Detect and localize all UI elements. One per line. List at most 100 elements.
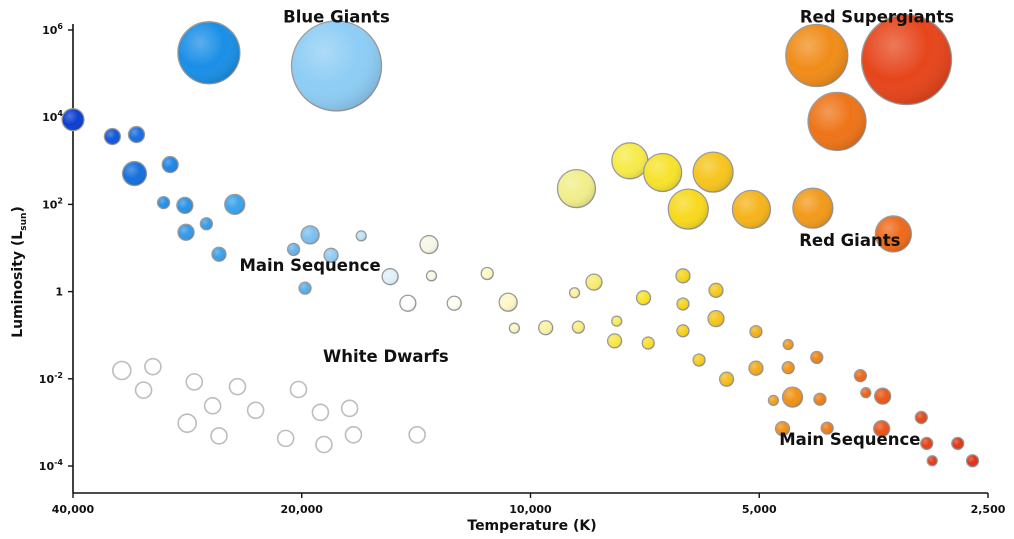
star-point-shading — [176, 197, 193, 214]
star-point-shading — [920, 437, 933, 450]
star-point-shading — [104, 128, 121, 145]
star-point-shading — [861, 14, 952, 105]
star-point-shading — [854, 369, 867, 382]
y-tick-label: 10-2 — [39, 371, 63, 386]
white-dwarf-point — [144, 357, 162, 376]
star-point-shading — [178, 224, 195, 241]
star-point-shading — [873, 420, 890, 437]
star-point-shading — [785, 24, 848, 87]
star-point-shading — [749, 325, 762, 338]
star-point-shading — [291, 20, 382, 111]
star-point-shading — [675, 268, 690, 283]
star-point-shading — [481, 267, 494, 280]
star-point-shading — [382, 268, 399, 285]
star-point-shading — [177, 21, 240, 84]
axes: 40,000 20,000 10,000 5,000 2,500 106 104 102 1 10… — [39, 22, 1006, 516]
series-main-sequence — [61, 107, 980, 468]
series-red-supergiants — [785, 13, 953, 152]
star-point-shading — [224, 194, 245, 215]
white-dwarf-point — [340, 399, 359, 418]
star-point-shading — [356, 230, 367, 241]
star-point-shading — [585, 274, 602, 291]
star-point-shading — [399, 295, 416, 312]
annotations: Blue Giants Red Supergiants Red Giants Main… — [239, 7, 954, 449]
x-tick-label: 5,000 — [742, 503, 777, 516]
star-point-shading — [676, 297, 689, 310]
star-point-shading — [211, 247, 226, 262]
star-point-shading — [719, 372, 734, 387]
star-point-shading — [426, 270, 437, 281]
white-dwarf-point — [177, 413, 197, 433]
x-tick-label: 2,500 — [971, 503, 1006, 516]
star-point-shading — [768, 395, 779, 406]
region-label: Main Sequence — [239, 256, 380, 275]
star-point-shading — [538, 320, 553, 335]
white-dwarf-point — [134, 381, 153, 399]
star-point-shading — [122, 161, 147, 186]
star-point-shading — [875, 215, 912, 252]
star-point-shading — [420, 235, 439, 254]
star-point-shading — [951, 437, 964, 450]
series-white-dwarfs — [112, 357, 426, 454]
y-tick-label: 10-4 — [39, 458, 64, 473]
region-label: Blue Giants — [283, 7, 390, 26]
star-point-shading — [611, 142, 648, 179]
white-dwarf-point — [289, 380, 308, 399]
star-point-shading — [915, 411, 928, 424]
star-point-shading — [157, 196, 170, 209]
star-point-shading — [709, 283, 724, 298]
star-point-shading — [748, 361, 763, 376]
x-tick-label: 20,000 — [281, 503, 324, 516]
star-point-shading — [668, 189, 709, 230]
star-point-shading — [636, 290, 651, 305]
star-point-shading — [572, 321, 585, 334]
region-label: Red Giants — [799, 231, 900, 250]
star-point-shading — [782, 361, 795, 374]
star-point-shading — [557, 169, 596, 208]
y-tick-label: 104 — [42, 109, 63, 124]
star-point-shading — [782, 387, 803, 408]
white-dwarf-point — [344, 425, 363, 444]
star-point-shading — [62, 108, 84, 131]
white-dwarf-point — [228, 377, 247, 396]
star-point-shading — [821, 422, 834, 435]
star-point-shading — [966, 454, 979, 467]
star-point-shading — [324, 248, 339, 263]
star-point-shading — [642, 337, 655, 350]
white-dwarf-point — [311, 403, 330, 422]
series-red-giants — [556, 142, 913, 253]
star-point-shading — [693, 353, 706, 366]
y-tick-label: 106 — [42, 22, 63, 37]
star-point-shading — [287, 243, 300, 256]
white-dwarf-point — [210, 427, 228, 445]
star-point-shading — [860, 387, 871, 398]
star-point-shading — [813, 393, 826, 406]
white-dwarf-point — [315, 435, 333, 454]
white-dwarf-point — [408, 425, 426, 444]
star-point-shading — [569, 287, 580, 298]
star-point-shading — [301, 225, 320, 244]
star-point-shading — [162, 156, 179, 173]
series-blue-giants — [177, 20, 383, 112]
region-label: Red Supergiants — [800, 7, 954, 26]
white-dwarf-point — [203, 397, 222, 415]
star-point-shading — [499, 293, 518, 312]
star-point-shading — [708, 310, 725, 327]
axis-titles: Temperature (K) Luminosity (Lsun) — [10, 206, 597, 534]
y-tick-label: 102 — [42, 196, 63, 211]
white-dwarf-point — [185, 373, 204, 391]
white-dwarf-point — [246, 401, 265, 420]
star-point-shading — [783, 339, 794, 350]
star-point-shading — [874, 388, 891, 405]
star-point-shading — [693, 152, 734, 193]
star-point-shading — [792, 188, 833, 229]
star-point-shading — [676, 324, 689, 337]
x-tick-label: 10,000 — [509, 503, 552, 516]
star-point-shading — [927, 455, 938, 466]
y-tick-label: 1 — [55, 286, 63, 299]
star-point-shading — [607, 333, 622, 348]
star-point-shading — [775, 421, 790, 436]
x-tick-label: 40,000 — [52, 503, 95, 516]
star-point-shading — [509, 323, 520, 334]
